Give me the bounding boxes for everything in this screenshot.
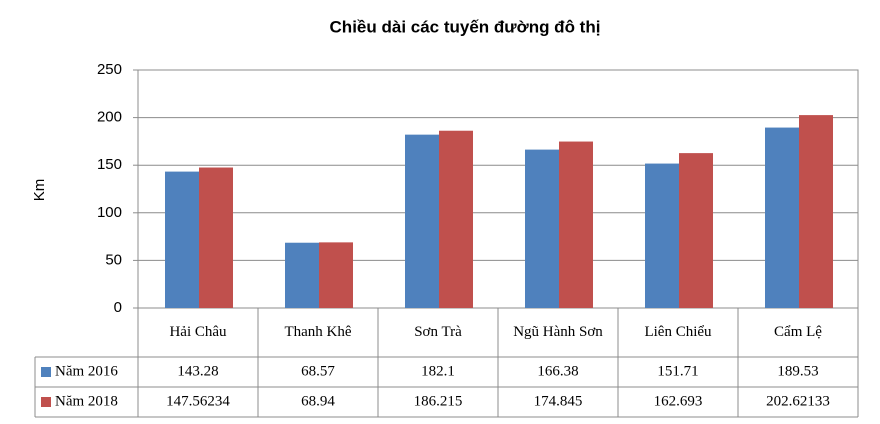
y-tick-label: 50 [105, 251, 122, 268]
y-tick-label: 0 [114, 299, 122, 316]
legend-label: Năm 2016 [55, 363, 118, 379]
bar [525, 149, 559, 308]
plot-border [137, 69, 859, 309]
table-value: 147.56234 [166, 393, 230, 409]
category-cell: Thanh Khê [284, 324, 352, 340]
table-value: 202.62133 [766, 393, 830, 409]
y-tick-label: 200 [97, 109, 122, 126]
category-cell: Hải Châu [169, 324, 227, 340]
x-tick-label: Cẩm Lệ [774, 324, 822, 340]
bar [439, 130, 473, 308]
table-value: 189.53 [777, 363, 818, 379]
bar [559, 141, 593, 308]
chart-title: Chiều dài các tuyến đường đô thị [330, 17, 601, 36]
table-value: 143.28 [177, 363, 218, 379]
bar [405, 134, 439, 308]
bar [319, 242, 353, 308]
bar [165, 171, 199, 308]
table-value: 68.94 [301, 393, 335, 409]
bar [199, 167, 233, 308]
y-axis-label: Km [31, 179, 48, 202]
table-value: 166.38 [537, 363, 578, 379]
category-cell: Ngũ Hành Sơn [513, 324, 603, 340]
table-value: 174.845 [534, 393, 583, 409]
category-cell: Liên Chiểu [644, 324, 712, 340]
bar [645, 163, 679, 308]
legend-label: Năm 2018 [55, 393, 118, 409]
table-value: 162.693 [654, 393, 703, 409]
x-tick-label: Liên Chiểu [644, 324, 712, 340]
legend-swatch [41, 367, 51, 377]
x-tick-label: Thanh Khê [284, 324, 352, 340]
legend-swatch [41, 397, 51, 407]
category-cell: Cẩm Lệ [774, 324, 822, 340]
y-tick-label: 250 [97, 61, 122, 78]
bar [679, 153, 713, 308]
bar [285, 242, 319, 308]
bar [799, 115, 833, 308]
x-tick-label: Hải Châu [169, 324, 227, 340]
x-tick-label: Sơn Trà [414, 324, 462, 340]
table-value: 186.215 [414, 393, 463, 409]
category-cell: Sơn Trà [414, 324, 462, 340]
table-value: 182.1 [421, 363, 455, 379]
table-value: 151.71 [657, 363, 698, 379]
table-value: 68.57 [301, 363, 335, 379]
bar [765, 127, 799, 308]
x-tick-label: Ngũ Hành Sơn [513, 324, 603, 340]
y-tick-label: 150 [97, 156, 122, 173]
y-tick-label: 100 [97, 204, 122, 221]
